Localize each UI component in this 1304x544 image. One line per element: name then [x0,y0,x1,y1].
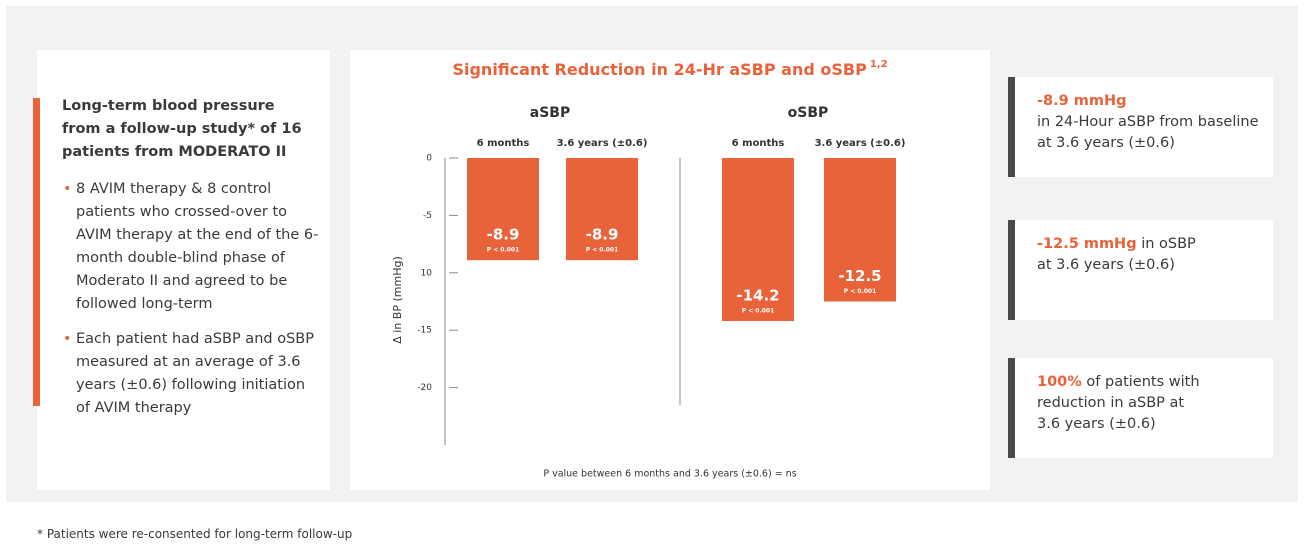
group-label: aSBP [530,105,570,121]
bar [467,158,539,261]
stat-box: -8.9 mmHg in 24-Hour aSBP from baseline a… [1008,77,1273,177]
x-tick-label: 6 months [732,138,785,149]
value-label: -14.2 [736,287,779,305]
p-label: P < 0.001 [586,247,619,254]
footnote: * Patients were re-consented for long-te… [37,527,353,541]
y-axis-label: Δ in BP (mmHg) [391,256,404,344]
value-label: -12.5 [838,267,881,285]
x-tick-label: 3.6 years (±0.6) [557,138,648,149]
stat-text: in 24-Hour aSBP from baseline at 3.6 yea… [1037,114,1259,151]
title-text: Significant Reduction in 24-Hr aSBP and … [452,60,867,79]
x-tick-label: 3.6 years (±0.6) [815,138,906,149]
y-tick-label: 10 [421,268,433,278]
bullet-list: 8 AVIM therapy & 8 control patients who … [62,178,321,420]
value-label: -8.9 [586,226,619,244]
bar [722,158,794,322]
stat-text: of patients with reduction in aSBP at 3.… [1037,374,1200,432]
bullet: 8 AVIM therapy & 8 control patients who … [63,178,321,316]
stat-box: -12.5 mmHg in oSBP at 3.6 years (±0.6) [1008,220,1273,320]
stat-box: 100% of patients with reduction in aSBP … [1008,358,1273,458]
group-label: oSBP [788,105,829,121]
bar [566,158,638,261]
left-panel: Long-term blood pressure from a follow-u… [37,50,330,490]
heading: Long-term blood pressure from a follow-u… [62,98,302,160]
bar [824,158,896,302]
x-tick-label: 6 months [477,138,530,149]
stat-text: in oSBP at 3.6 years (±0.6) [1037,236,1196,273]
title-superscript: 1,2 [870,59,888,70]
chart-title: Significant Reduction in 24-Hr aSBP and … [452,59,887,79]
y-tick-label: 0 [426,154,432,164]
stat-highlight: -8.9 mmHg [1037,93,1127,109]
p-label: P < 0.001 [487,247,520,254]
bullet: Each patient had aSBP and oSBP measured … [63,328,321,420]
p-label: P < 0.001 [844,288,877,295]
accent-bar [33,98,40,406]
chart-note: P value between 6 months and 3.6 years (… [543,469,796,480]
stat-highlight: -12.5 mmHg [1037,236,1137,252]
p-label: P < 0.001 [742,308,775,315]
y-tick-label: -20 [417,383,432,393]
stat-highlight: 100% [1037,374,1082,390]
value-label: -8.9 [487,226,520,244]
y-tick-label: -5 [423,211,432,221]
y-tick-label: -15 [417,326,432,336]
